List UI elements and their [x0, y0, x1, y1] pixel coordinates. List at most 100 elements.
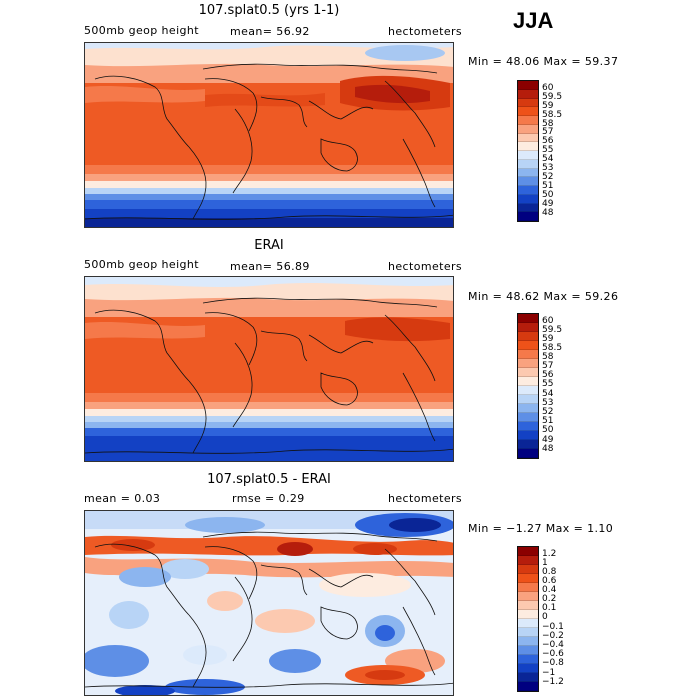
panel-1-tick: 57 [542, 127, 554, 137]
colorbar-swatch [518, 124, 538, 134]
panel-3-map-graphic [85, 511, 453, 695]
panel-3-mean-label: mean = 0.03 [84, 492, 161, 505]
panel-2-tick: 57 [542, 361, 554, 371]
panel-2-tick: 50 [542, 425, 554, 435]
panel-2-title: ERAI [254, 238, 284, 253]
panel-3-map [84, 510, 454, 696]
colorbar-swatch [518, 151, 538, 160]
colorbar-swatch [518, 592, 538, 601]
colorbar-swatch [518, 583, 538, 592]
colorbar-swatch [518, 646, 538, 655]
panel-3-tick: 1 [542, 558, 548, 568]
colorbar-swatch [518, 413, 538, 422]
panel-1-tick: 53 [542, 163, 554, 173]
panel-3-tick: −0.1 [542, 622, 564, 632]
colorbar-swatch [518, 682, 538, 691]
colorbar-swatch [518, 332, 538, 341]
panel-2-tick: 58.5 [542, 343, 563, 353]
panel-2-tick: 54 [542, 389, 554, 399]
colorbar-swatch [518, 619, 538, 628]
panel-1-map-graphic [85, 43, 453, 227]
colorbar-swatch [518, 404, 538, 413]
panel-1-tick: 50 [542, 190, 554, 200]
panel-2-tick: 51 [542, 416, 554, 426]
colorbar-swatch [518, 547, 538, 556]
colorbar-swatch [518, 655, 538, 664]
panel-1-tick: 59 [542, 101, 554, 111]
panel-2-map [84, 276, 454, 462]
panel-1-tick: 58.5 [542, 110, 563, 120]
panel-3-colorbar [517, 546, 539, 692]
panel-3-minmax-label: Min = −1.27 Max = 1.10 [468, 522, 614, 535]
panel-2-field-label: 500mb geop height [84, 258, 200, 271]
colorbar-swatch [518, 186, 538, 195]
panel-3-tick: 1.2 [542, 549, 557, 559]
panel-1-tick: 54 [542, 154, 554, 164]
panel-1-tick: 58 [542, 119, 554, 129]
panel-3-tick: 0 [542, 612, 548, 622]
panel-2-tick: 53 [542, 398, 554, 408]
panel-1-minmax-label: Min = 48.06 Max = 59.37 [468, 55, 619, 68]
panel-3-tick: −0.4 [542, 640, 564, 650]
panel-1-units-label: hectometers [388, 25, 463, 38]
panel-1-title: 107.splat0.5 (yrs 1-1) [198, 3, 340, 18]
panel-2-tick: 59.5 [542, 325, 563, 335]
panel-3-tick: 0.1 [542, 603, 557, 613]
panel-1-tick: 60 [542, 83, 554, 93]
panel-3-rmse-label: rmse = 0.29 [232, 492, 305, 505]
panel-3-tick: −0.6 [542, 649, 564, 659]
panel-2-units-label: hectometers [388, 260, 463, 273]
panel-2-tick: 58 [542, 352, 554, 362]
colorbar-swatch [518, 203, 538, 213]
panel-1-field-label: 500mb geop height [84, 24, 200, 37]
panel-2-colorbar [517, 313, 539, 459]
colorbar-swatch [518, 574, 538, 583]
colorbar-swatch [518, 323, 538, 332]
panel-1-mean-label: mean= 56.92 [230, 25, 310, 38]
panel-2-tick: 56 [542, 370, 554, 380]
colorbar-swatch [518, 556, 538, 565]
panel-1-tick: 48 [542, 208, 554, 218]
panel-2-mean-label: mean= 56.89 [230, 260, 310, 273]
panel-2-tick: 52 [542, 407, 554, 417]
panel-3-tick: 0.2 [542, 594, 557, 604]
colorbar-swatch [518, 159, 538, 169]
colorbar-swatch [518, 142, 538, 151]
panel-2-minmax-label: Min = 48.62 Max = 59.26 [468, 290, 619, 303]
panel-3-tick: −1.2 [542, 677, 564, 687]
colorbar-swatch [518, 610, 538, 619]
panel-2-tick: 49 [542, 435, 554, 445]
panel-1-colorbar [517, 80, 539, 222]
panel-3-tick: 0.6 [542, 576, 557, 586]
colorbar-swatch [518, 194, 538, 204]
colorbar-swatch [518, 377, 538, 386]
colorbar-swatch [518, 350, 538, 359]
panel-1-map [84, 42, 454, 228]
colorbar-swatch [518, 386, 538, 395]
panel-2-tick: 55 [542, 379, 554, 389]
panel-3-tick: −0.2 [542, 631, 564, 641]
colorbar-swatch [518, 565, 538, 574]
colorbar-swatch [518, 628, 538, 637]
panel-1-tick: 49 [542, 199, 554, 209]
colorbar-swatch [518, 116, 538, 125]
colorbar-swatch [518, 368, 538, 377]
colorbar-swatch [518, 359, 538, 368]
panel-2-map-graphic [85, 277, 453, 461]
colorbar-swatch [518, 422, 538, 431]
panel-3-tick: 0.4 [542, 585, 557, 595]
panel-1-tick: 56 [542, 136, 554, 146]
colorbar-swatch [518, 168, 538, 178]
colorbar-swatch [518, 89, 538, 99]
colorbar-swatch [518, 673, 538, 682]
colorbar-swatch [518, 395, 538, 404]
panel-3-tick: −1 [542, 668, 556, 678]
panel-3-units-label: hectometers [388, 492, 463, 505]
colorbar-swatch [518, 177, 538, 186]
panel-1-tick: 51 [542, 181, 554, 191]
colorbar-swatch [518, 98, 538, 108]
panel-3-tick: −0.8 [542, 658, 564, 668]
colorbar-swatch [518, 601, 538, 610]
colorbar-swatch [518, 212, 538, 221]
panel-2-tick: 48 [542, 444, 554, 454]
